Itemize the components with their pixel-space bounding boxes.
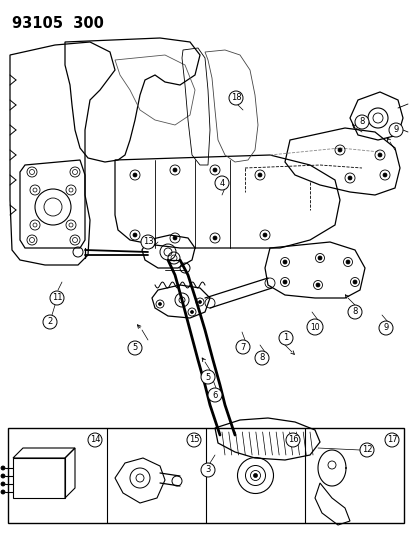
Circle shape <box>173 168 177 172</box>
Circle shape <box>33 188 37 192</box>
Circle shape <box>327 461 335 469</box>
Circle shape <box>1 474 5 478</box>
Circle shape <box>388 123 402 137</box>
Circle shape <box>128 341 142 355</box>
Circle shape <box>72 169 77 174</box>
Circle shape <box>29 169 34 174</box>
Circle shape <box>198 301 201 303</box>
Text: 4: 4 <box>219 179 224 188</box>
Circle shape <box>33 223 37 227</box>
Circle shape <box>285 433 299 447</box>
Circle shape <box>306 319 322 335</box>
Circle shape <box>228 91 242 105</box>
Circle shape <box>187 433 201 447</box>
Circle shape <box>253 473 257 478</box>
Circle shape <box>359 443 373 457</box>
Circle shape <box>282 280 286 284</box>
Circle shape <box>133 173 137 177</box>
Circle shape <box>29 238 34 243</box>
Circle shape <box>1 482 5 486</box>
Circle shape <box>282 260 286 264</box>
Text: 5: 5 <box>132 343 137 352</box>
Circle shape <box>378 321 392 335</box>
Circle shape <box>201 370 214 384</box>
Text: 13: 13 <box>142 238 153 246</box>
Text: 10: 10 <box>309 322 319 332</box>
Text: 14: 14 <box>90 435 100 445</box>
Circle shape <box>347 305 361 319</box>
Text: 11: 11 <box>52 294 62 303</box>
Circle shape <box>1 490 5 494</box>
Circle shape <box>190 311 193 313</box>
Circle shape <box>141 235 154 249</box>
Circle shape <box>72 238 77 243</box>
Text: 93105  300: 93105 300 <box>12 16 104 31</box>
Circle shape <box>207 388 221 402</box>
Circle shape <box>43 315 57 329</box>
Text: 8: 8 <box>358 117 364 126</box>
Circle shape <box>69 223 73 227</box>
Text: 1: 1 <box>282 334 288 343</box>
Text: 17: 17 <box>386 435 396 445</box>
Circle shape <box>88 433 102 447</box>
Circle shape <box>262 233 266 237</box>
Text: 9: 9 <box>392 125 398 134</box>
Text: 5: 5 <box>205 373 210 382</box>
Circle shape <box>315 283 319 287</box>
Text: 18: 18 <box>230 93 241 102</box>
Text: 12: 12 <box>361 446 371 455</box>
Circle shape <box>158 303 161 305</box>
Text: 9: 9 <box>382 324 388 333</box>
Circle shape <box>317 256 321 260</box>
Circle shape <box>212 236 216 240</box>
Text: 6: 6 <box>212 391 217 400</box>
Circle shape <box>201 463 214 477</box>
Text: 8: 8 <box>259 353 264 362</box>
Text: 16: 16 <box>287 435 298 445</box>
Circle shape <box>254 351 268 365</box>
Circle shape <box>345 260 349 264</box>
Text: 2: 2 <box>47 318 52 327</box>
Circle shape <box>257 173 261 177</box>
Circle shape <box>50 291 64 305</box>
Circle shape <box>377 153 381 157</box>
Text: 15: 15 <box>188 435 199 445</box>
Text: 7: 7 <box>240 343 245 351</box>
Circle shape <box>278 331 292 345</box>
Circle shape <box>133 233 137 237</box>
Text: 8: 8 <box>351 308 357 317</box>
Circle shape <box>337 148 341 152</box>
Circle shape <box>69 188 73 192</box>
Circle shape <box>354 115 368 129</box>
Circle shape <box>347 176 351 180</box>
Text: 3: 3 <box>205 465 210 474</box>
Circle shape <box>235 340 249 354</box>
Circle shape <box>384 433 398 447</box>
Circle shape <box>214 176 228 190</box>
Circle shape <box>352 280 356 284</box>
Circle shape <box>1 466 5 470</box>
Circle shape <box>382 173 386 177</box>
Circle shape <box>173 236 177 240</box>
Circle shape <box>212 168 216 172</box>
